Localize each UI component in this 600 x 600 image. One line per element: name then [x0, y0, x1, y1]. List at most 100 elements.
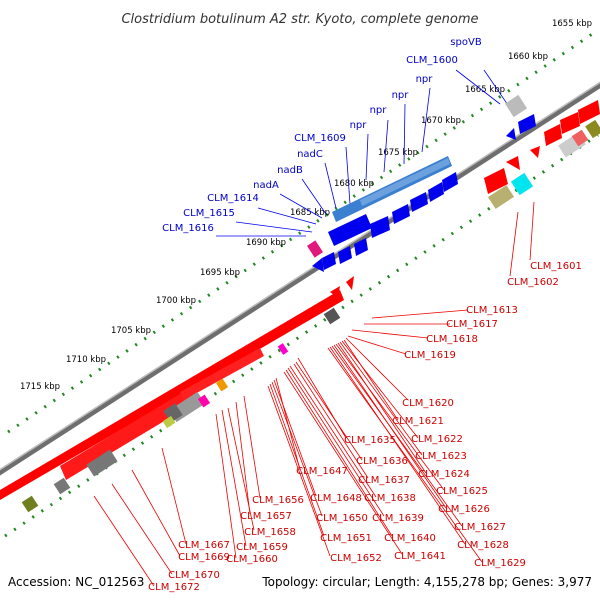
callout-line [131, 469, 181, 557]
callout-line [483, 69, 511, 109]
gene-label-forward: CLM_1625 [436, 486, 488, 497]
gene-block-olive-lower [21, 495, 39, 513]
gene-band-red-2 [60, 388, 196, 480]
callout-line [341, 340, 419, 439]
forward-gene-labels: CLM_1601 CLM_1602 CLM_1613 CLM_1617 CLM_1618… [148, 261, 582, 593]
callout-line [111, 483, 173, 575]
scale-label: 1700 kbp [156, 296, 196, 306]
gene-label-forward: CLM_1650 [316, 513, 368, 524]
gene-label-forward: CLM_1621 [392, 416, 444, 427]
gene-arrow-blue-small [312, 258, 324, 272]
gene-label-reverse: CLM_1614 [207, 193, 259, 204]
callout-line [421, 87, 431, 153]
gene-label-reverse: CLM_1600 [406, 55, 458, 66]
scale-label: 1670 kbp [421, 116, 461, 126]
callout-line [335, 343, 445, 491]
gene-label-forward: CLM_1620 [402, 398, 454, 409]
gene-label-forward: CLM_1628 [457, 540, 509, 551]
callout-line [235, 221, 313, 233]
gene-label-forward: CLM_1637 [358, 475, 410, 486]
scale-label: 1675 kbp [378, 148, 418, 158]
callout-line [324, 162, 337, 209]
callout-line [289, 365, 377, 498]
backbone [0, 81, 600, 476]
scale-label: 1690 kbp [246, 238, 286, 248]
gene-block-orange-lower [215, 378, 229, 392]
gene-block-grey-lower-2 [86, 449, 118, 477]
gene-arrow-blue-6 [392, 204, 410, 224]
gene-label-reverse: nadA [253, 180, 279, 191]
gene-block-olive [487, 185, 515, 209]
gene-label-forward: CLM_1629 [474, 558, 526, 569]
callout-line [235, 401, 251, 515]
gene-label-forward: CLM_1659 [236, 542, 288, 553]
callout-line [327, 347, 483, 563]
gene-block-lime-lower [162, 415, 176, 429]
callout-line [257, 207, 317, 225]
summary-label: Topology: circular; Length: 4,155,278 bp… [261, 575, 592, 589]
callout-line [345, 337, 409, 401]
callout-line [215, 413, 237, 559]
callout-line [161, 447, 187, 545]
gene-band-red [0, 290, 344, 500]
gene-arrow-spoVB-3 [506, 128, 516, 140]
gene-arrow-blue-small-2 [322, 252, 336, 270]
gene-label-forward: CLM_1638 [364, 493, 416, 504]
callout-line [293, 363, 369, 479]
gene-label-forward: CLM_1669 [178, 552, 230, 563]
accession-label: Accession: NC_012563 [8, 575, 144, 589]
callout-line [345, 146, 351, 205]
gene-label-forward: CLM_1652 [330, 553, 382, 564]
gene-label-forward: CLM_1647 [296, 466, 348, 477]
gene-band-red-3 [180, 348, 264, 400]
scale-label: 1660 kbp [508, 52, 548, 62]
gene-label-forward: CLM_1641 [394, 551, 446, 562]
callout-line [403, 103, 406, 165]
gene-block-dark-1 [323, 307, 341, 325]
callout-line [227, 407, 255, 531]
gene-arrow-blue-small-3 [338, 246, 352, 264]
gene-arrow-red-right-3 [530, 146, 540, 158]
gene-arrow-blue-small-4 [354, 238, 368, 256]
gene-label-forward: CLM_1651 [320, 533, 372, 544]
gene-arrow-red-small-b [330, 286, 340, 298]
gene-arrow-red-small-a [346, 276, 354, 290]
gene-label-reverse: npr [392, 90, 410, 101]
gene-arrow-spoVB-2 [518, 114, 536, 134]
gene-label-forward: CLM_1618 [426, 334, 478, 345]
gene-arrow-red-right-6 [578, 100, 600, 124]
callout-line [271, 381, 323, 517]
gene-label-reverse: CLM_1609 [294, 133, 346, 144]
gene-label-forward: CLM_1627 [454, 522, 506, 533]
gene-label-forward: CLM_1656 [252, 495, 304, 506]
map-title: Clostridium botulinum A2 str. Kyoto, com… [121, 12, 478, 27]
gene-label-reverse: npr [350, 120, 368, 131]
gene-label-forward: CLM_1639 [372, 513, 424, 524]
gene-block-pink-right [571, 129, 589, 147]
forward-callout-lines [93, 201, 535, 587]
gene-label-reverse: npr [370, 105, 388, 116]
gene-label-forward: CLM_1602 [507, 277, 559, 288]
callout-line [221, 409, 247, 547]
gene-arrow-blue-7 [410, 192, 428, 212]
gene-label-forward: CLM_1617 [446, 319, 498, 330]
gene-label-forward: CLM_1672 [148, 582, 200, 593]
gene-label-reverse: nadB [277, 165, 303, 176]
gene-block-pink [306, 240, 324, 258]
feature-track [0, 94, 600, 513]
gene-label-forward: CLM_1658 [244, 527, 296, 538]
gene-label-forward: CLM_1636 [356, 456, 408, 467]
scale-labels: 1655 kbp 1660 kbp 1665 kbp 1670 kbp 1675 kbp… [20, 19, 592, 392]
callout-line [343, 339, 399, 421]
callout-line [243, 395, 261, 499]
gene-label-reverse: nadC [297, 149, 323, 160]
callout-line [93, 495, 155, 587]
gene-arrow-red-right-2 [506, 156, 520, 170]
callout-line [351, 329, 429, 339]
callout-line [329, 346, 466, 545]
gene-block-spoVB [504, 94, 528, 118]
callout-line [509, 211, 519, 277]
gene-arrow-red-right-4 [544, 124, 562, 146]
callout-line [287, 367, 385, 517]
callout-line [285, 369, 393, 537]
